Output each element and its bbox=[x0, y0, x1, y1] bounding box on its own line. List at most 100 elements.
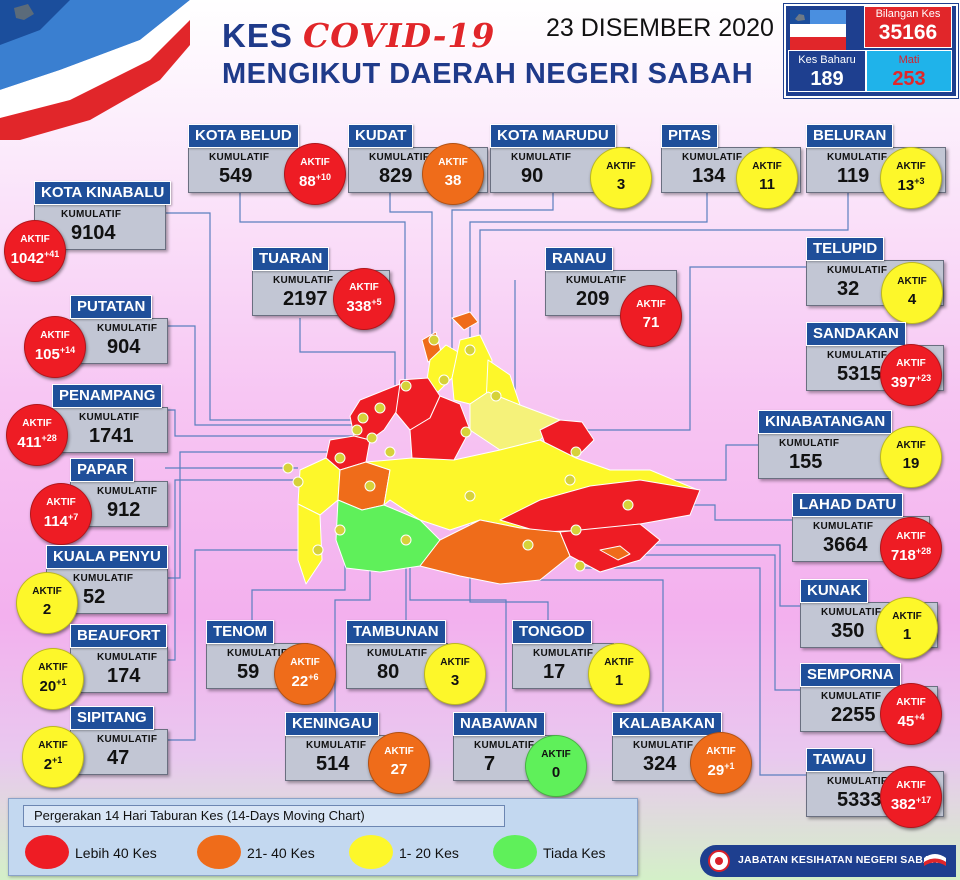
district-name: LAHAD DATU bbox=[792, 493, 904, 517]
district-name: TAMBUNAN bbox=[346, 620, 446, 644]
aktif-value: 3 bbox=[425, 672, 485, 689]
aktif-count: 71 bbox=[642, 314, 660, 331]
aktif-value: 20+1 bbox=[23, 677, 83, 695]
kumulatif-value: 829 bbox=[379, 165, 413, 187]
aktif-label: AKTIF bbox=[706, 746, 736, 757]
aktif-count: 1 bbox=[902, 626, 912, 643]
kumulatif-label: KUMULATIF bbox=[682, 152, 743, 163]
legend-swatch-green bbox=[493, 835, 537, 869]
kumulatif-value: 5315 bbox=[837, 363, 882, 385]
district-name: KENINGAU bbox=[285, 712, 380, 736]
aktif-value: 29+1 bbox=[691, 761, 751, 779]
aktif-value: 2+1 bbox=[23, 755, 83, 773]
legend-label: Lebih 40 Kes bbox=[75, 845, 157, 861]
legend-label: Tiada Kes bbox=[543, 845, 606, 861]
active-cases-badge: AKTIF 3 bbox=[590, 147, 652, 209]
active-cases-badge: AKTIF 718+28 bbox=[880, 517, 942, 579]
sabah-emblem-icon bbox=[924, 854, 946, 866]
kumulatif-label: KUMULATIF bbox=[97, 323, 158, 334]
aktif-count: 718 bbox=[890, 547, 916, 564]
kumulatif-label: KUMULATIF bbox=[369, 152, 430, 163]
aktif-value: 397+23 bbox=[881, 373, 941, 391]
aktif-value: 411+28 bbox=[7, 433, 67, 451]
active-cases-badge: AKTIF 11 bbox=[736, 147, 798, 209]
active-cases-badge: AKTIF 13+3 bbox=[880, 147, 942, 209]
kumulatif-value: 2197 bbox=[283, 288, 328, 310]
legend-swatch-orange bbox=[197, 835, 241, 869]
map-regions bbox=[297, 311, 701, 585]
aktif-count: 3 bbox=[450, 672, 460, 689]
aktif-label: AKTIF bbox=[40, 330, 70, 341]
district-name: NABAWAN bbox=[453, 712, 545, 736]
kumulatif-label: KUMULATIF bbox=[97, 652, 158, 663]
district-name: BEAUFORT bbox=[70, 624, 168, 648]
aktif-new-count: +5 bbox=[371, 297, 382, 307]
district-name: SANDAKAN bbox=[806, 322, 906, 346]
aktif-new-count: +17 bbox=[915, 795, 932, 805]
kumulatif-label: KUMULATIF bbox=[566, 275, 627, 286]
district-name: KUNAK bbox=[800, 579, 869, 603]
active-cases-badge: AKTIF 38 bbox=[422, 143, 484, 205]
aktif-value: 382+17 bbox=[881, 795, 941, 813]
kumulatif-label: KUMULATIF bbox=[97, 734, 158, 745]
aktif-count: 27 bbox=[390, 761, 408, 778]
district-name: KUDAT bbox=[348, 124, 414, 148]
kumulatif-label: KUMULATIF bbox=[97, 486, 158, 497]
kumulatif-value: 155 bbox=[789, 451, 823, 473]
legend-panel: Pergerakan 14 Hari Taburan Kes (14-Days … bbox=[8, 798, 638, 876]
aktif-new-count: +28 bbox=[41, 433, 57, 443]
district-name: BELURAN bbox=[806, 124, 894, 148]
active-cases-badge: AKTIF 338+5 bbox=[333, 268, 395, 330]
deaths-box: Mati 253 bbox=[866, 50, 952, 92]
aktif-new-count: +7 bbox=[67, 512, 79, 522]
aktif-new-count: +1 bbox=[52, 755, 63, 765]
active-cases-badge: AKTIF 105+14 bbox=[24, 316, 86, 378]
kumulatif-label: KUMULATIF bbox=[827, 265, 888, 276]
active-cases-badge: AKTIF 1042+41 bbox=[4, 220, 66, 282]
aktif-count: 45 bbox=[897, 713, 915, 730]
district-name: RANAU bbox=[545, 247, 614, 271]
kumulatif-label: KUMULATIF bbox=[633, 740, 694, 751]
kumulatif-label: KUMULATIF bbox=[61, 209, 122, 220]
aktif-count: 4 bbox=[907, 291, 917, 308]
kumulatif-value: 119 bbox=[837, 165, 870, 187]
new-cases-box: Kes Baharu 189 bbox=[788, 50, 866, 92]
legend-label: 1- 20 Kes bbox=[399, 845, 459, 861]
active-cases-badge: AKTIF 20+1 bbox=[22, 648, 84, 710]
aktif-value: 338+5 bbox=[334, 297, 394, 315]
total-cases-label: Bilangan Kes bbox=[875, 8, 941, 20]
kumulatif-value: 209 bbox=[576, 288, 610, 310]
aktif-new-count: +10 bbox=[315, 172, 331, 182]
aktif-new-count: +4 bbox=[914, 712, 925, 722]
footer-banner: JABATAN KESIHATAN NEGERI SABAH bbox=[700, 845, 956, 877]
aktif-count: 29 bbox=[707, 762, 725, 779]
aktif-value: 1 bbox=[589, 672, 649, 689]
aktif-label: AKTIF bbox=[541, 749, 571, 760]
active-cases-badge: AKTIF 2+1 bbox=[22, 726, 84, 788]
aktif-label: AKTIF bbox=[896, 358, 926, 369]
aktif-value: 11 bbox=[737, 176, 797, 193]
aktif-label: AKTIF bbox=[896, 161, 926, 172]
district-name: TONGOD bbox=[512, 620, 592, 644]
kumulatif-label: KUMULATIF bbox=[821, 607, 882, 618]
active-cases-badge: AKTIF 45+4 bbox=[880, 683, 942, 745]
total-cases-box: Bilangan Kes 35166 bbox=[864, 6, 952, 48]
aktif-count: 0 bbox=[551, 764, 561, 781]
kumulatif-value: 174 bbox=[107, 665, 141, 687]
kumulatif-value: 80 bbox=[377, 661, 400, 683]
kumulatif-value: 1741 bbox=[89, 425, 134, 447]
district-name: KALABAKAN bbox=[612, 712, 722, 736]
aktif-count: 338 bbox=[346, 298, 372, 315]
district-name: KOTA BELUD bbox=[188, 124, 299, 148]
legend-swatch-yellow bbox=[349, 835, 393, 869]
aktif-label: AKTIF bbox=[22, 418, 52, 429]
district-card-body: KUMULATIF 1741 bbox=[52, 407, 168, 453]
aktif-count: 1 bbox=[614, 672, 624, 689]
aktif-label: AKTIF bbox=[38, 662, 68, 673]
kumulatif-label: KUMULATIF bbox=[227, 648, 288, 659]
aktif-count: 2 bbox=[42, 601, 52, 618]
active-cases-badge: AKTIF 71 bbox=[620, 285, 682, 347]
aktif-value: 1042+41 bbox=[5, 249, 65, 267]
